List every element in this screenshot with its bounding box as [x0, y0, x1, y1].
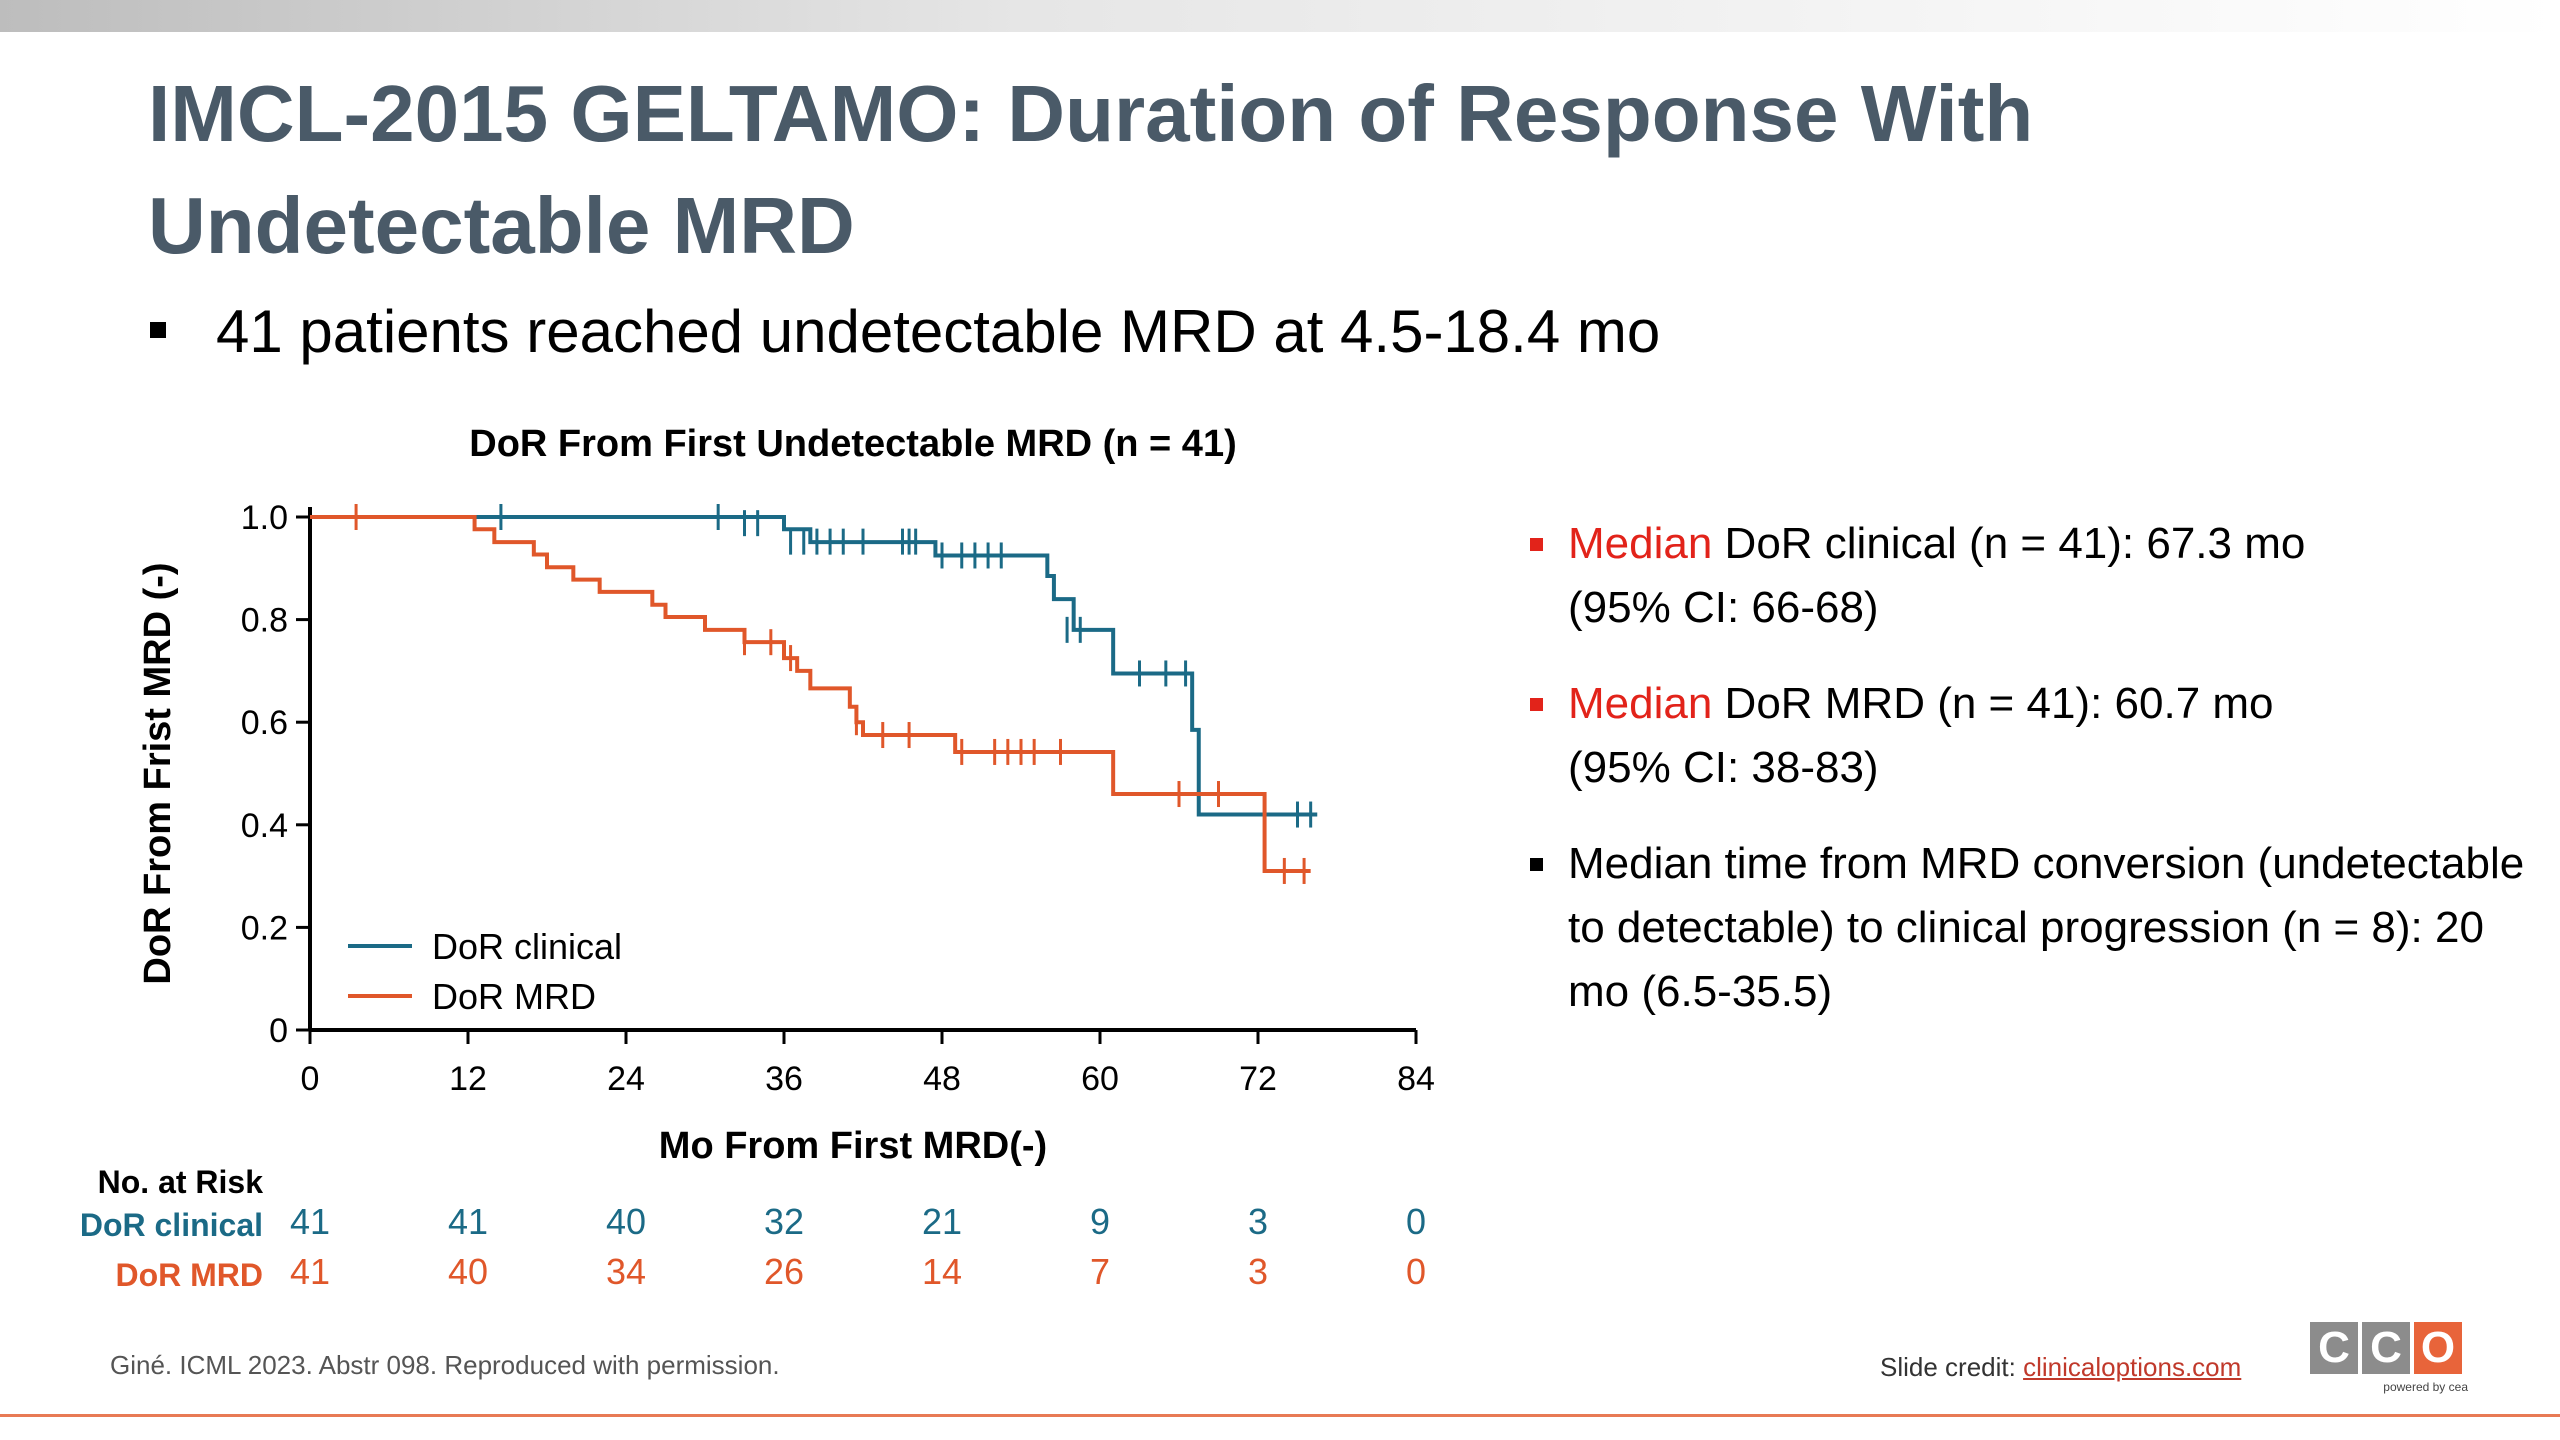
bullet-marker [150, 322, 166, 339]
bottom-rule [0, 1414, 2560, 1417]
y-tick-label: 0.6 [241, 704, 288, 742]
x-axis-label: Mo From First MRD(-) [659, 1125, 1047, 1167]
top-gradient-bar [0, 0, 2560, 32]
bullet-marker [1530, 858, 1543, 871]
credit-label: Slide credit: [1880, 1352, 2024, 1382]
x-tick-label: 72 [1239, 1060, 1277, 1098]
bullet-text-ci: (95% CI: 66-68) [1568, 583, 1879, 632]
logo-letter: C [2310, 1322, 2358, 1374]
logo-letter: O [2414, 1322, 2462, 1374]
legend-label: DoR clinical [432, 926, 622, 967]
risk-value: 40 [448, 1251, 488, 1292]
risk-value: 21 [922, 1201, 962, 1242]
legend-label: DoR MRD [432, 976, 596, 1017]
median-highlight: Median [1568, 519, 1713, 568]
risk-value: 34 [606, 1251, 646, 1292]
series-line-clinical [310, 515, 1318, 817]
risk-table-header: No. at Risk [98, 1164, 264, 1200]
y-tick-label: 0.8 [241, 602, 288, 640]
risk-row-label: DoR MRD [115, 1257, 263, 1293]
logo-letter: C [2362, 1322, 2410, 1374]
risk-value: 7 [1090, 1251, 1110, 1292]
x-tick-label: 84 [1397, 1060, 1435, 1098]
chart-title: DoR From First Undetectable MRD (n = 41) [469, 423, 1236, 465]
risk-value: 9 [1090, 1201, 1110, 1242]
risk-value: 41 [448, 1201, 488, 1242]
slide-credit: Slide credit: clinicaloptions.com [1880, 1352, 2241, 1383]
risk-value: 14 [922, 1251, 962, 1292]
x-tick-label: 60 [1081, 1060, 1119, 1098]
y-tick-label: 0.4 [241, 807, 288, 845]
cco-logo: C C O powered by cea [2310, 1322, 2468, 1394]
risk-value: 26 [764, 1251, 804, 1292]
credit-link[interactable]: clinicaloptions.com [2023, 1352, 2242, 1382]
risk-value: 0 [1406, 1201, 1426, 1242]
y-tick-label: 1.0 [241, 499, 288, 537]
main-bullet-text: 41 patients reached undetectable MRD at … [216, 298, 1661, 365]
risk-value: 3 [1248, 1251, 1268, 1292]
bullet-marker [1530, 538, 1543, 551]
y-axis-label: DoR From Frist MRD (-) [137, 562, 179, 984]
right-bullet-list: Median DoR clinical (n = 41): 67.3 mo (9… [1530, 512, 2530, 1056]
x-tick-label: 12 [449, 1060, 487, 1098]
risk-row-label: DoR clinical [80, 1207, 263, 1243]
bullet-text: Median time from MRD conversion (undetec… [1568, 839, 2525, 1016]
powered-by: powered by cea [2383, 1380, 2468, 1394]
risk-value: 0 [1406, 1251, 1426, 1292]
risk-value: 41 [290, 1251, 330, 1292]
bullet-marker [1530, 698, 1543, 711]
risk-value: 32 [764, 1201, 804, 1242]
x-tick-label: 0 [301, 1060, 320, 1098]
bullet-median-mrd: Median DoR MRD (n = 41): 60.7 mo (95% CI… [1530, 672, 2530, 800]
risk-value: 40 [606, 1201, 646, 1242]
risk-value: 3 [1248, 1201, 1268, 1242]
bullet-median-conversion: Median time from MRD conversion (undetec… [1530, 832, 2530, 1024]
bullet-text-ci: (95% CI: 38-83) [1568, 743, 1879, 792]
x-tick-label: 48 [923, 1060, 961, 1098]
bullet-text: DoR clinical (n = 41): 67.3 mo [1712, 519, 2306, 568]
median-highlight: Median [1568, 679, 1713, 728]
series-line-mrd [310, 515, 1311, 873]
bullet-median-clinical: Median DoR clinical (n = 41): 67.3 mo (9… [1530, 512, 2530, 640]
y-tick-label: 0 [269, 1012, 288, 1050]
y-tick-label: 0.2 [241, 909, 288, 947]
risk-value: 41 [290, 1201, 330, 1242]
citation: Giné. ICML 2023. Abstr 098. Reproduced w… [110, 1350, 780, 1380]
x-tick-label: 36 [765, 1060, 803, 1098]
x-tick-label: 24 [607, 1060, 645, 1098]
slide-title: IMCL-2015 GELTAMO: Duration of Response … [148, 69, 2034, 270]
bullet-text: DoR MRD (n = 41): 60.7 mo [1712, 679, 2274, 728]
main-bullet: 41 patients reached undetectable MRD at … [150, 292, 1660, 372]
